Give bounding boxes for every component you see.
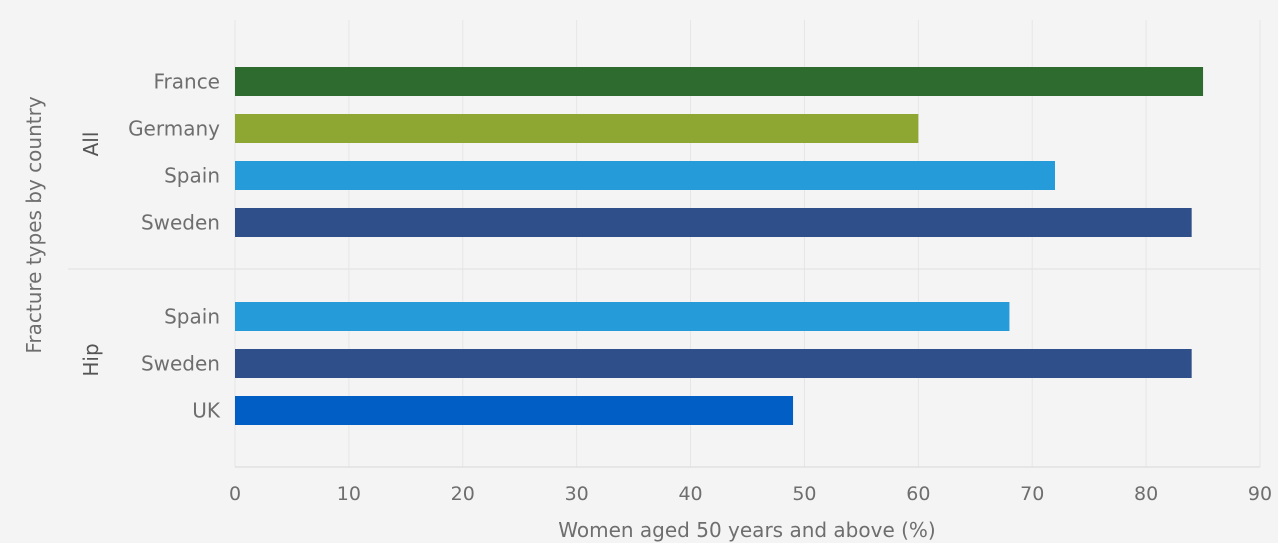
group-label-all: All [79, 132, 103, 157]
x-tick-label: 80 [1134, 483, 1158, 505]
x-tick-label: 60 [906, 483, 930, 505]
bar-hip-spain [235, 302, 1010, 331]
x-tick-label: 90 [1248, 483, 1272, 505]
bar-all-france [235, 67, 1204, 96]
bar-all-germany [235, 114, 919, 143]
category-label: Sweden [141, 211, 220, 235]
bars [235, 67, 1204, 425]
category-label: Spain [164, 305, 220, 329]
bar-hip-sweden [235, 349, 1192, 378]
group-labels: All Hip [79, 132, 103, 377]
x-tick-label: 40 [678, 483, 702, 505]
x-tick-label: 50 [792, 483, 816, 505]
bar-all-sweden [235, 208, 1192, 237]
y-axis-title: Fracture types by country [22, 96, 46, 353]
bar-hip-uk [235, 396, 794, 425]
category-labels: France Germany Spain Sweden Spain Sweden UK [128, 70, 221, 423]
x-tick-label: 70 [1020, 483, 1044, 505]
x-tick-label: 20 [451, 483, 475, 505]
category-label: UK [192, 399, 221, 423]
x-tick-label: 0 [229, 483, 241, 505]
category-label: France [153, 70, 220, 94]
group-label-hip: Hip [79, 343, 103, 376]
category-label: Germany [128, 117, 220, 141]
x-tick-label: 30 [565, 483, 589, 505]
x-axis-title: Women aged 50 years and above (%) [558, 518, 935, 542]
bar-all-spain [235, 161, 1055, 190]
category-label: Spain [164, 164, 220, 188]
x-tick-label: 10 [337, 483, 361, 505]
x-tick-labels: 0 10 20 30 40 50 60 70 80 90 [229, 483, 1272, 505]
category-label: Sweden [141, 352, 220, 376]
